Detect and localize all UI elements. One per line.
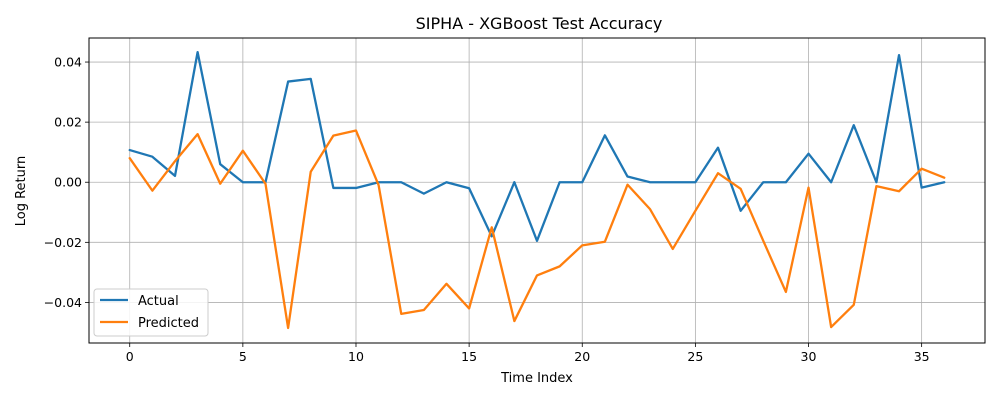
- x-tick-label: 5: [239, 349, 247, 364]
- x-tick-label: 25: [687, 349, 703, 364]
- grid: [89, 38, 985, 343]
- y-tick-label: −0.02: [44, 235, 82, 250]
- chart-title: SIPHA - XGBoost Test Accuracy: [416, 14, 663, 33]
- legend-label-actual: Actual: [138, 294, 179, 309]
- y-tick-label: 0.04: [54, 55, 82, 70]
- x-tick-label: 15: [461, 349, 477, 364]
- ticks: 0 5 10 15 20 25 30 35 −0.04 −0.02 0.00 0.02 0.04: [44, 55, 930, 364]
- x-tick-label: 10: [348, 349, 364, 364]
- legend-label-predicted: Predicted: [138, 316, 199, 331]
- x-axis-label: Time Index: [500, 371, 573, 386]
- legend: Actual Predicted: [93, 288, 209, 337]
- x-tick-label: 35: [914, 349, 930, 364]
- series-line-predicted: [128, 129, 946, 330]
- y-tick-label: −0.04: [44, 295, 82, 310]
- plot-frame: [88, 37, 986, 344]
- y-tick-label: 0.00: [54, 175, 82, 190]
- x-tick-label: 0: [126, 349, 134, 364]
- series-lines: [128, 50, 946, 330]
- x-tick-label: 20: [574, 349, 590, 364]
- y-tick-label: 0.02: [54, 115, 82, 130]
- x-tick-label: 30: [801, 349, 817, 364]
- y-axis-label: Log Return: [14, 156, 29, 227]
